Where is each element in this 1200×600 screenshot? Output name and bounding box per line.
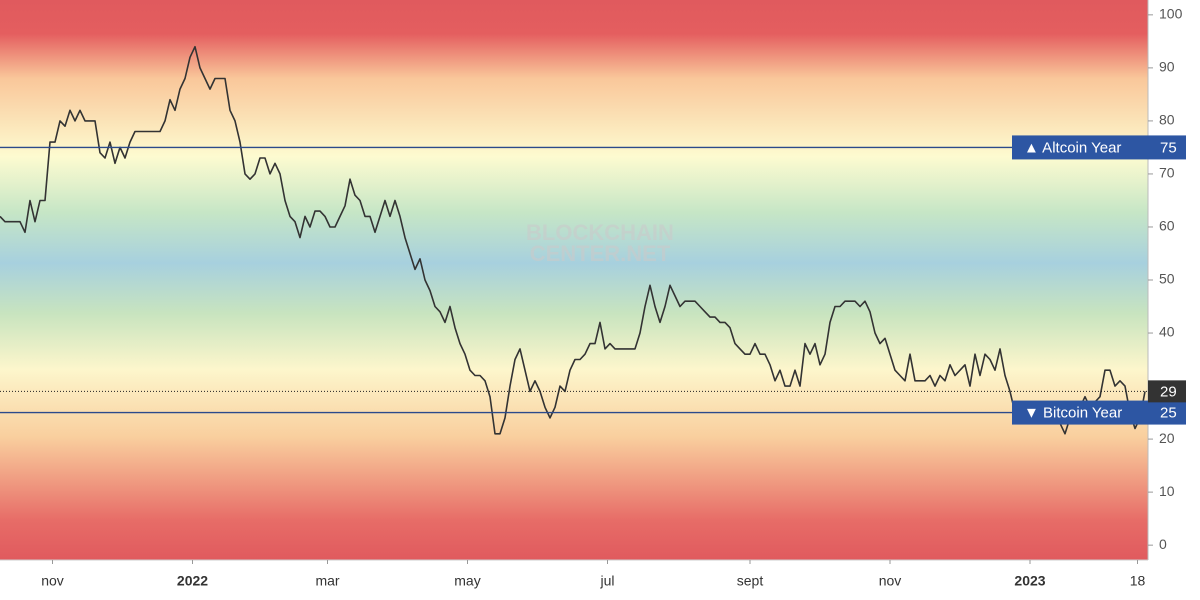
y-tick-label: 90 [1159, 59, 1175, 75]
x-tick-label: nov [41, 573, 64, 589]
y-tick-label: 10 [1159, 483, 1175, 499]
plot-background [0, 0, 1148, 560]
x-tick-label: nov [879, 573, 902, 589]
watermark-line: CENTER.NET [530, 241, 671, 266]
reference-label: ▲ Altcoin Year [1024, 139, 1121, 156]
x-tick-label: may [454, 573, 480, 589]
y-tick-label: 100 [1159, 6, 1183, 22]
reference-value: 25 [1160, 405, 1177, 422]
y-tick-label: 50 [1159, 271, 1175, 287]
y-tick-label: 0 [1159, 536, 1167, 552]
x-tick-label: 2022 [177, 573, 208, 589]
y-tick-label: 40 [1159, 324, 1175, 340]
x-tick-label: jul [599, 573, 614, 589]
x-tick-label: mar [315, 573, 339, 589]
watermark-line: BLOCKCHAIN [526, 220, 674, 245]
index-line [0, 45, 1146, 435]
y-tick-label: 20 [1159, 430, 1175, 446]
reference-badge [1012, 135, 1186, 160]
y-tick-label: 60 [1159, 218, 1175, 234]
current-value-label: 29 [1160, 383, 1177, 400]
x-tick-label: sept [737, 573, 764, 589]
y-tick-label: 70 [1159, 165, 1175, 181]
current-value-badge [1148, 380, 1186, 403]
y-tick-label: 80 [1159, 112, 1175, 128]
reference-value: 75 [1160, 139, 1177, 156]
reference-badge [1012, 400, 1186, 425]
x-tick-label: 2023 [1014, 573, 1045, 589]
watermark: BLOCKCHAIN CENTER.NET [526, 220, 674, 266]
reference-label: ▼ Bitcoin Year [1024, 405, 1122, 422]
x-tick-label: 18 [1130, 573, 1146, 589]
